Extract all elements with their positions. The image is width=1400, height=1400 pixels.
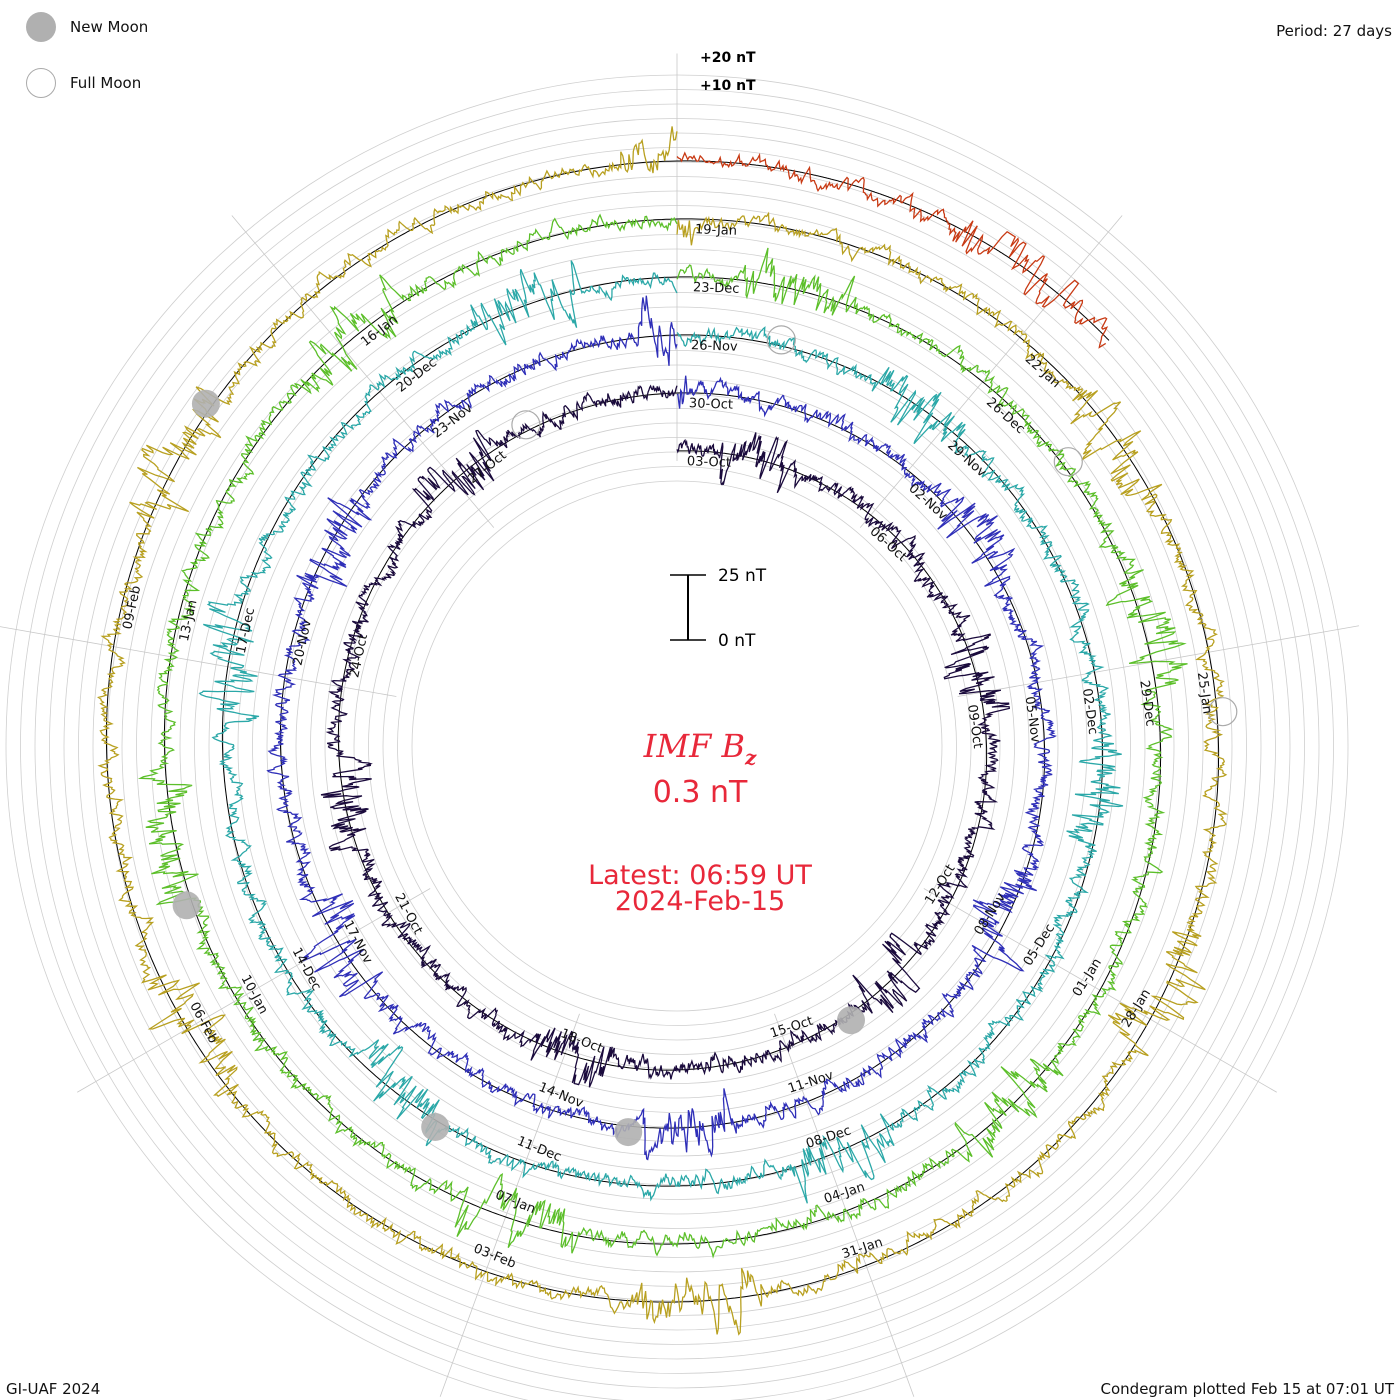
date-label: 04-Jan [822, 1180, 867, 1207]
bz-trace-rotation-0 [320, 384, 1011, 1088]
bz-traces [96, 126, 1228, 1336]
date-label: 20-Dec [394, 355, 440, 395]
current-value: 0.3 nT [652, 775, 748, 810]
baseline-rotation-4 [105, 160, 1220, 1303]
date-label: 08-Dec [804, 1123, 853, 1152]
bz-trace-rotation-3 [137, 213, 1188, 1259]
new-moon-marker [421, 1113, 450, 1141]
date-label: 23-Dec [693, 280, 740, 297]
date-label: 13-Jan [177, 599, 200, 643]
date-label: 09-Oct [964, 704, 985, 750]
date-label: 11-Dec [515, 1134, 564, 1165]
radial-line [774, 1013, 915, 1397]
bz-trace-rotation-2 [198, 260, 1124, 1204]
bz-trace-rotation-4 [96, 126, 1228, 1336]
ring-scale-label: +10 nT [700, 78, 756, 94]
date-label: 09-Feb [120, 584, 144, 630]
date-label: 25-Jan [1194, 671, 1215, 715]
bz-trace-rotation-1 [266, 295, 1057, 1161]
full-moon-marker [766, 325, 796, 355]
date-label: 20-Nov [291, 618, 315, 667]
scale-bar-top-label: 25 nT [718, 566, 767, 586]
radial-line [859, 215, 1123, 528]
scale-bar: 25 nT 0 nT [670, 566, 767, 651]
moon-markers [172, 325, 1238, 1147]
new-moon-marker [614, 1118, 643, 1147]
parameter-name: IMF B [643, 727, 745, 765]
date-label: 28-Jan [1119, 987, 1154, 1031]
parameter-subscript: z [744, 745, 757, 770]
new-moon-marker [191, 389, 220, 418]
date-label: 17-Dec [234, 606, 258, 654]
legend-new-moon: New Moon [26, 12, 148, 42]
baseline-rotation-1 [279, 334, 1046, 1129]
bz-trace-rotation-5 [676, 151, 1109, 349]
credit-label: GI-UAF 2024 [6, 1380, 101, 1398]
new-moon-marker [837, 1006, 865, 1035]
scale-bar-bottom-label: 0 nT [718, 631, 756, 651]
date-label: 03-Oct [687, 454, 732, 471]
date-label: 30-Oct [689, 396, 734, 413]
latest-date: 2024-Feb-15 [614, 886, 786, 917]
date-label: 02-Dec [1079, 687, 1100, 735]
latest-time: Latest: 06:59 UT [588, 860, 812, 891]
new-moon-icon [26, 12, 56, 42]
ring-scale-label: +20 nT [700, 50, 756, 66]
ring-scale-labels: +20 nT +10 nT [700, 50, 756, 94]
date-label: 29-Dec [1136, 679, 1157, 727]
grid-ring [411, 480, 943, 1012]
radial-line [231, 215, 495, 528]
new-moon-marker [172, 891, 201, 920]
date-label: 19-Jan [695, 222, 737, 238]
grid-ring [397, 466, 957, 1026]
full-moon-icon [26, 68, 56, 98]
full-moon-marker [1208, 697, 1238, 727]
radial-line [0, 626, 397, 697]
legend-new-moon-label: New Moon [70, 18, 149, 36]
parameter-title: IMF Bz [0, 727, 1400, 769]
date-label: 31-Jan [840, 1235, 885, 1262]
date-label: 26-Nov [691, 338, 738, 355]
radial-line [439, 1013, 580, 1397]
date-label: 03-Feb [471, 1241, 518, 1271]
date-label: 18-Oct [558, 1026, 604, 1056]
full-moon-marker [511, 410, 541, 440]
full-moon-marker [1053, 447, 1083, 477]
radial-line [77, 888, 431, 1093]
plotted-timestamp: Condegram plotted Feb 15 at 07:01 UT [1100, 1380, 1394, 1398]
legend-full-moon-label: Full Moon [70, 74, 142, 92]
period-label: Period: 27 days [1276, 22, 1392, 40]
legend-full-moon: Full Moon [26, 68, 141, 98]
date-label: 05-Nov [1022, 695, 1043, 744]
